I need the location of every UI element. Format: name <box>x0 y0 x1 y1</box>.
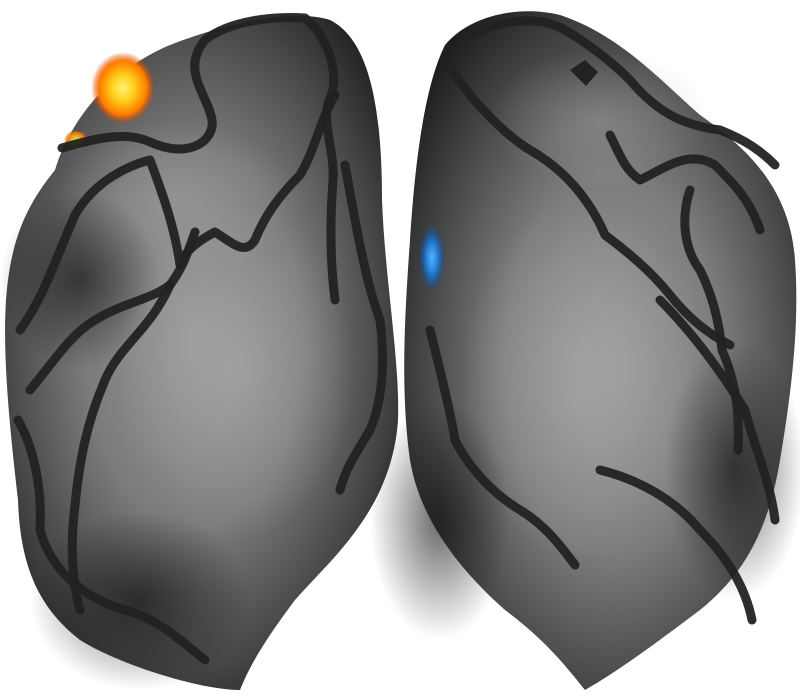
left-lobe-shadow-2 <box>30 510 250 690</box>
left-sulcus-outline-4 <box>67 280 175 615</box>
right-sulcus-outline-2 <box>440 55 735 350</box>
right-hemisphere <box>370 11 800 690</box>
right-sulcus-outline-7 <box>595 465 757 625</box>
left-activation-spot <box>91 52 155 124</box>
left-sulcus-outline-1 <box>57 13 340 305</box>
left-lobe-shadow <box>0 190 160 370</box>
left-sulcus-outline-6 <box>335 160 387 495</box>
right-sulcus-outline-5 <box>425 325 580 570</box>
left-hemisphere <box>0 13 399 691</box>
right-lobe-highlight <box>460 200 710 560</box>
right-dark-spot <box>570 60 598 86</box>
right-activation-spot <box>418 222 446 294</box>
right-sulcus-outline-3 <box>605 130 765 235</box>
right-sulcus-outline-6 <box>655 295 780 525</box>
right-lobe-shadow <box>370 400 510 640</box>
left-sulcus-outline-5 <box>13 415 210 665</box>
left-sulcus-outline-3 <box>25 227 200 395</box>
right-sulcus-outline-1 <box>465 16 780 170</box>
